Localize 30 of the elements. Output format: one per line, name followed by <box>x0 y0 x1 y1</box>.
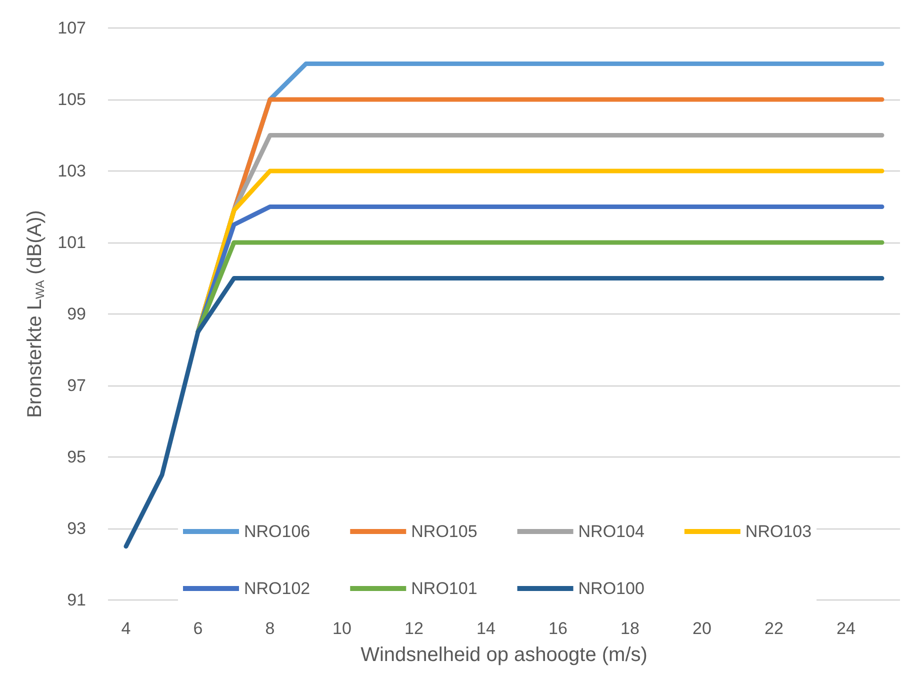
legend-label: NRO105 <box>411 522 478 541</box>
legend-label: NRO101 <box>411 579 478 598</box>
legend-label: NRO102 <box>244 579 310 598</box>
x-tick-label: 4 <box>121 619 131 638</box>
x-tick-label: 12 <box>404 619 424 638</box>
x-tick-label: 20 <box>692 619 712 638</box>
legend-label: NRO100 <box>578 579 644 598</box>
x-tick-label: 10 <box>332 619 352 638</box>
x-axis-title: Windsnelheid op ashoogte (m/s) <box>360 644 648 666</box>
line-series <box>124 276 884 549</box>
x-tick-label: 22 <box>764 619 784 638</box>
legend-label: NRO103 <box>745 522 812 541</box>
y-tick-label: 91 <box>67 590 86 610</box>
x-tick-label: 6 <box>193 619 203 638</box>
y-tick-label: 99 <box>67 304 86 324</box>
y-tick-label: 95 <box>67 448 86 466</box>
x-tick-label: 8 <box>265 619 275 638</box>
x-tick-label: 14 <box>476 619 496 638</box>
y-tick-label: 97 <box>67 376 86 395</box>
legend-label: NRO106 <box>244 522 310 541</box>
x-tick-label: 24 <box>836 619 856 638</box>
legend-label: NRO104 <box>578 522 644 541</box>
y-tick-label: 101 <box>58 233 86 252</box>
y-tick-label: 93 <box>67 519 86 538</box>
x-tick-label: 16 <box>548 619 568 638</box>
y-axis-title: Bronsterkte LWA (dB(A)) <box>24 210 47 418</box>
y-tick-label: 105 <box>58 90 86 109</box>
x-tick-label: 18 <box>620 619 640 638</box>
y-tick-label: 107 <box>58 18 86 38</box>
y-tick-label: 103 <box>58 162 86 180</box>
